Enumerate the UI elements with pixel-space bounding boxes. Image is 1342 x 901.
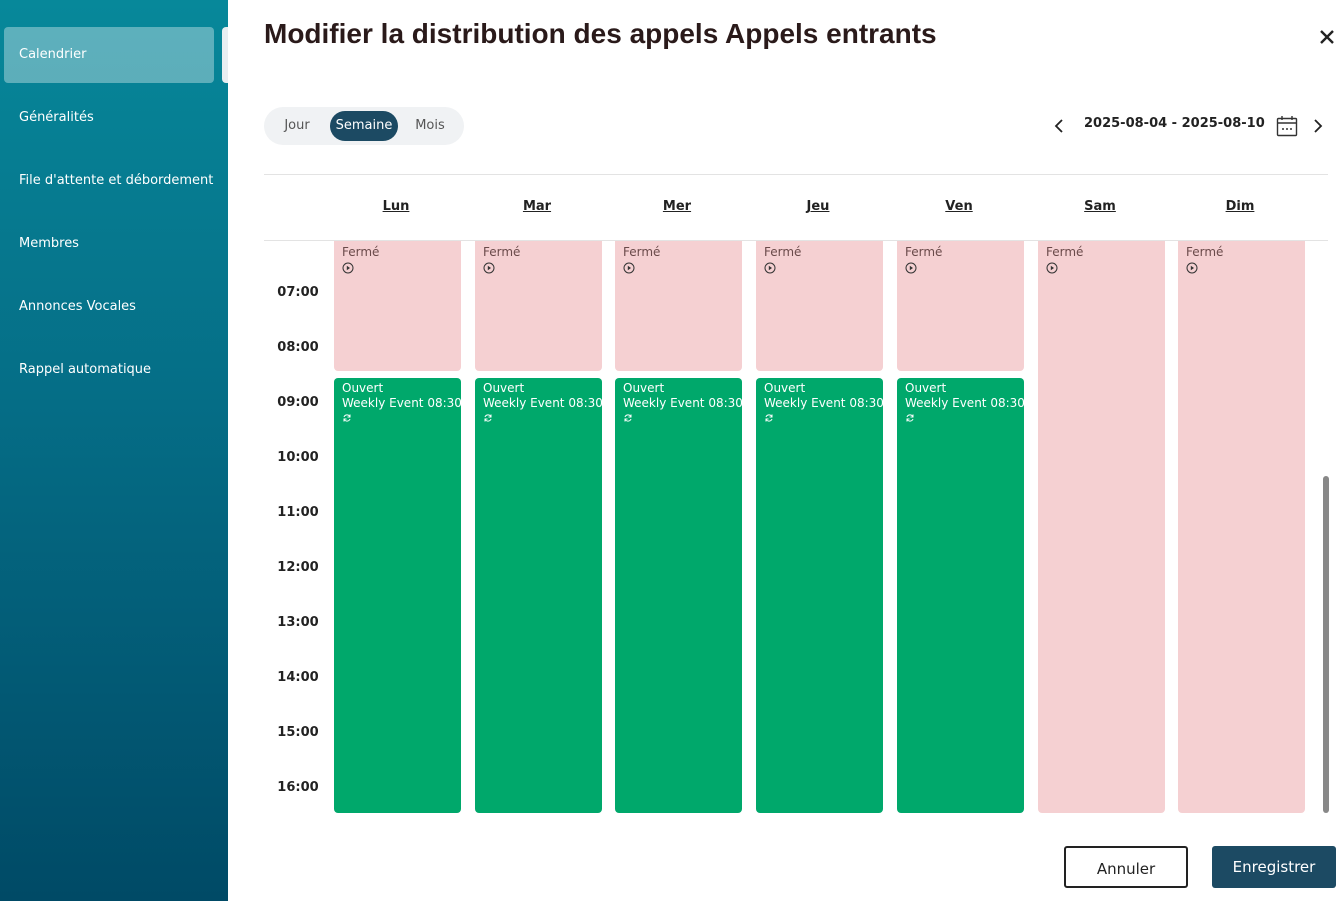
event-detail: Weekly Event 08:30 (342, 396, 462, 410)
nav-item[interactable]: Annonces Vocales (19, 299, 136, 314)
sidebar: Calendrier Généralités File d'attente et d… (0, 0, 228, 901)
calendar-picker[interactable] (1276, 115, 1298, 137)
nav-item[interactable]: Généralités (19, 110, 94, 125)
nav-item[interactable]: Membres (19, 236, 79, 251)
event-label: Fermé (1046, 245, 1084, 259)
view-option[interactable]: Jour (284, 118, 310, 133)
day-header: Mer (662, 199, 692, 214)
hour-label: 12:00 (277, 560, 319, 575)
hour-label: 13:00 (277, 615, 319, 630)
closed-event[interactable]: Fermé (897, 241, 1024, 371)
event-icon (623, 413, 734, 423)
nav-item[interactable]: Rappel automatique (19, 362, 152, 377)
tab-edge (222, 27, 228, 83)
day-header: Ven (945, 199, 973, 214)
hour-label: 16:00 (277, 780, 319, 795)
event-icon (905, 262, 1016, 274)
event-label: Fermé (905, 245, 943, 259)
event-icon (764, 262, 875, 274)
event-label: Fermé (623, 245, 661, 259)
time-grid: 06:00 07:00 08:00 09:00 10:00 11:00 12:00 13:00… (264, 241, 1328, 813)
day-header: Sam (1084, 199, 1116, 214)
event-label: Fermé (483, 245, 521, 259)
event-label: Fermé (764, 245, 802, 259)
modal-title: Modifier la distribution des appels Appe… (264, 18, 937, 49)
day-header: Dim (1225, 199, 1255, 214)
event-icon (623, 262, 734, 274)
open-event[interactable]: Ouvert Weekly Event 08:30 (475, 378, 603, 813)
closed-event[interactable]: Fermé (1178, 241, 1305, 813)
event-label: Fermé (342, 245, 380, 259)
hour-label: 15:00 (277, 725, 319, 740)
event-label: Fermé (1186, 245, 1224, 259)
next-week[interactable] (1312, 118, 1324, 134)
open-event[interactable]: Ouvert Weekly Event 08:30 (334, 378, 462, 813)
hour-label: 11:00 (277, 505, 319, 520)
day-header: Lun (382, 199, 410, 214)
event-icon (342, 262, 453, 274)
day-header: Mar (522, 199, 552, 214)
view-toggle: Jour Semaine Mois (264, 107, 464, 145)
event-icon (483, 413, 594, 423)
event-label: Ouvert (623, 381, 665, 395)
view-option[interactable]: Mois (415, 118, 445, 133)
save-button[interactable]: Enregistrer (1212, 846, 1336, 888)
event-label: Ouvert (342, 381, 384, 395)
event-icon (905, 413, 1016, 423)
open-event[interactable]: Ouvert Weekly Event 08:30 (897, 378, 1025, 813)
closed-event[interactable]: Fermé (756, 241, 883, 371)
scrollbar (1323, 476, 1329, 813)
event-label: Ouvert (764, 381, 806, 395)
hour-label: 10:00 (277, 450, 319, 465)
close-button[interactable] (1318, 28, 1336, 46)
cancel-button[interactable]: Annuler (1064, 846, 1188, 888)
event-icon (764, 413, 875, 423)
hour-label: 07:00 (277, 285, 319, 300)
event-detail: Weekly Event 08:30 (905, 396, 1025, 410)
nav-item[interactable]: Calendrier (4, 27, 214, 83)
day-header: Jeu (806, 199, 830, 214)
divider (264, 174, 1328, 175)
divider (264, 240, 1328, 241)
hour-label: 14:00 (277, 670, 319, 685)
open-event[interactable]: Ouvert Weekly Event 08:30 (756, 378, 884, 813)
hour-label: 08:00 (277, 340, 319, 355)
hour-label: 09:00 (277, 395, 319, 410)
event-detail: Weekly Event 08:30 (764, 396, 884, 410)
event-detail: Weekly Event 08:30 (623, 396, 743, 410)
event-label: Ouvert (905, 381, 947, 395)
event-icon (1046, 262, 1157, 274)
event-icon (342, 413, 453, 423)
closed-event[interactable]: Fermé (615, 241, 742, 371)
event-label: Ouvert (483, 381, 525, 395)
prev-week[interactable] (1053, 118, 1065, 134)
closed-event[interactable]: Fermé (1038, 241, 1165, 813)
open-event[interactable]: Ouvert Weekly Event 08:30 (615, 378, 743, 813)
view-option[interactable]: Semaine (330, 111, 398, 141)
event-icon (1186, 262, 1297, 274)
closed-event[interactable]: Fermé (475, 241, 602, 371)
event-icon (483, 262, 594, 274)
event-detail: Weekly Event 08:30 (483, 396, 603, 410)
date-range: 2025-08-04 - 2025-08-10 (1084, 116, 1265, 131)
closed-event[interactable]: Fermé (334, 241, 461, 371)
hour-label: 06:00 (264, 241, 332, 245)
nav-item[interactable]: File d'attente et débordement (19, 173, 214, 188)
